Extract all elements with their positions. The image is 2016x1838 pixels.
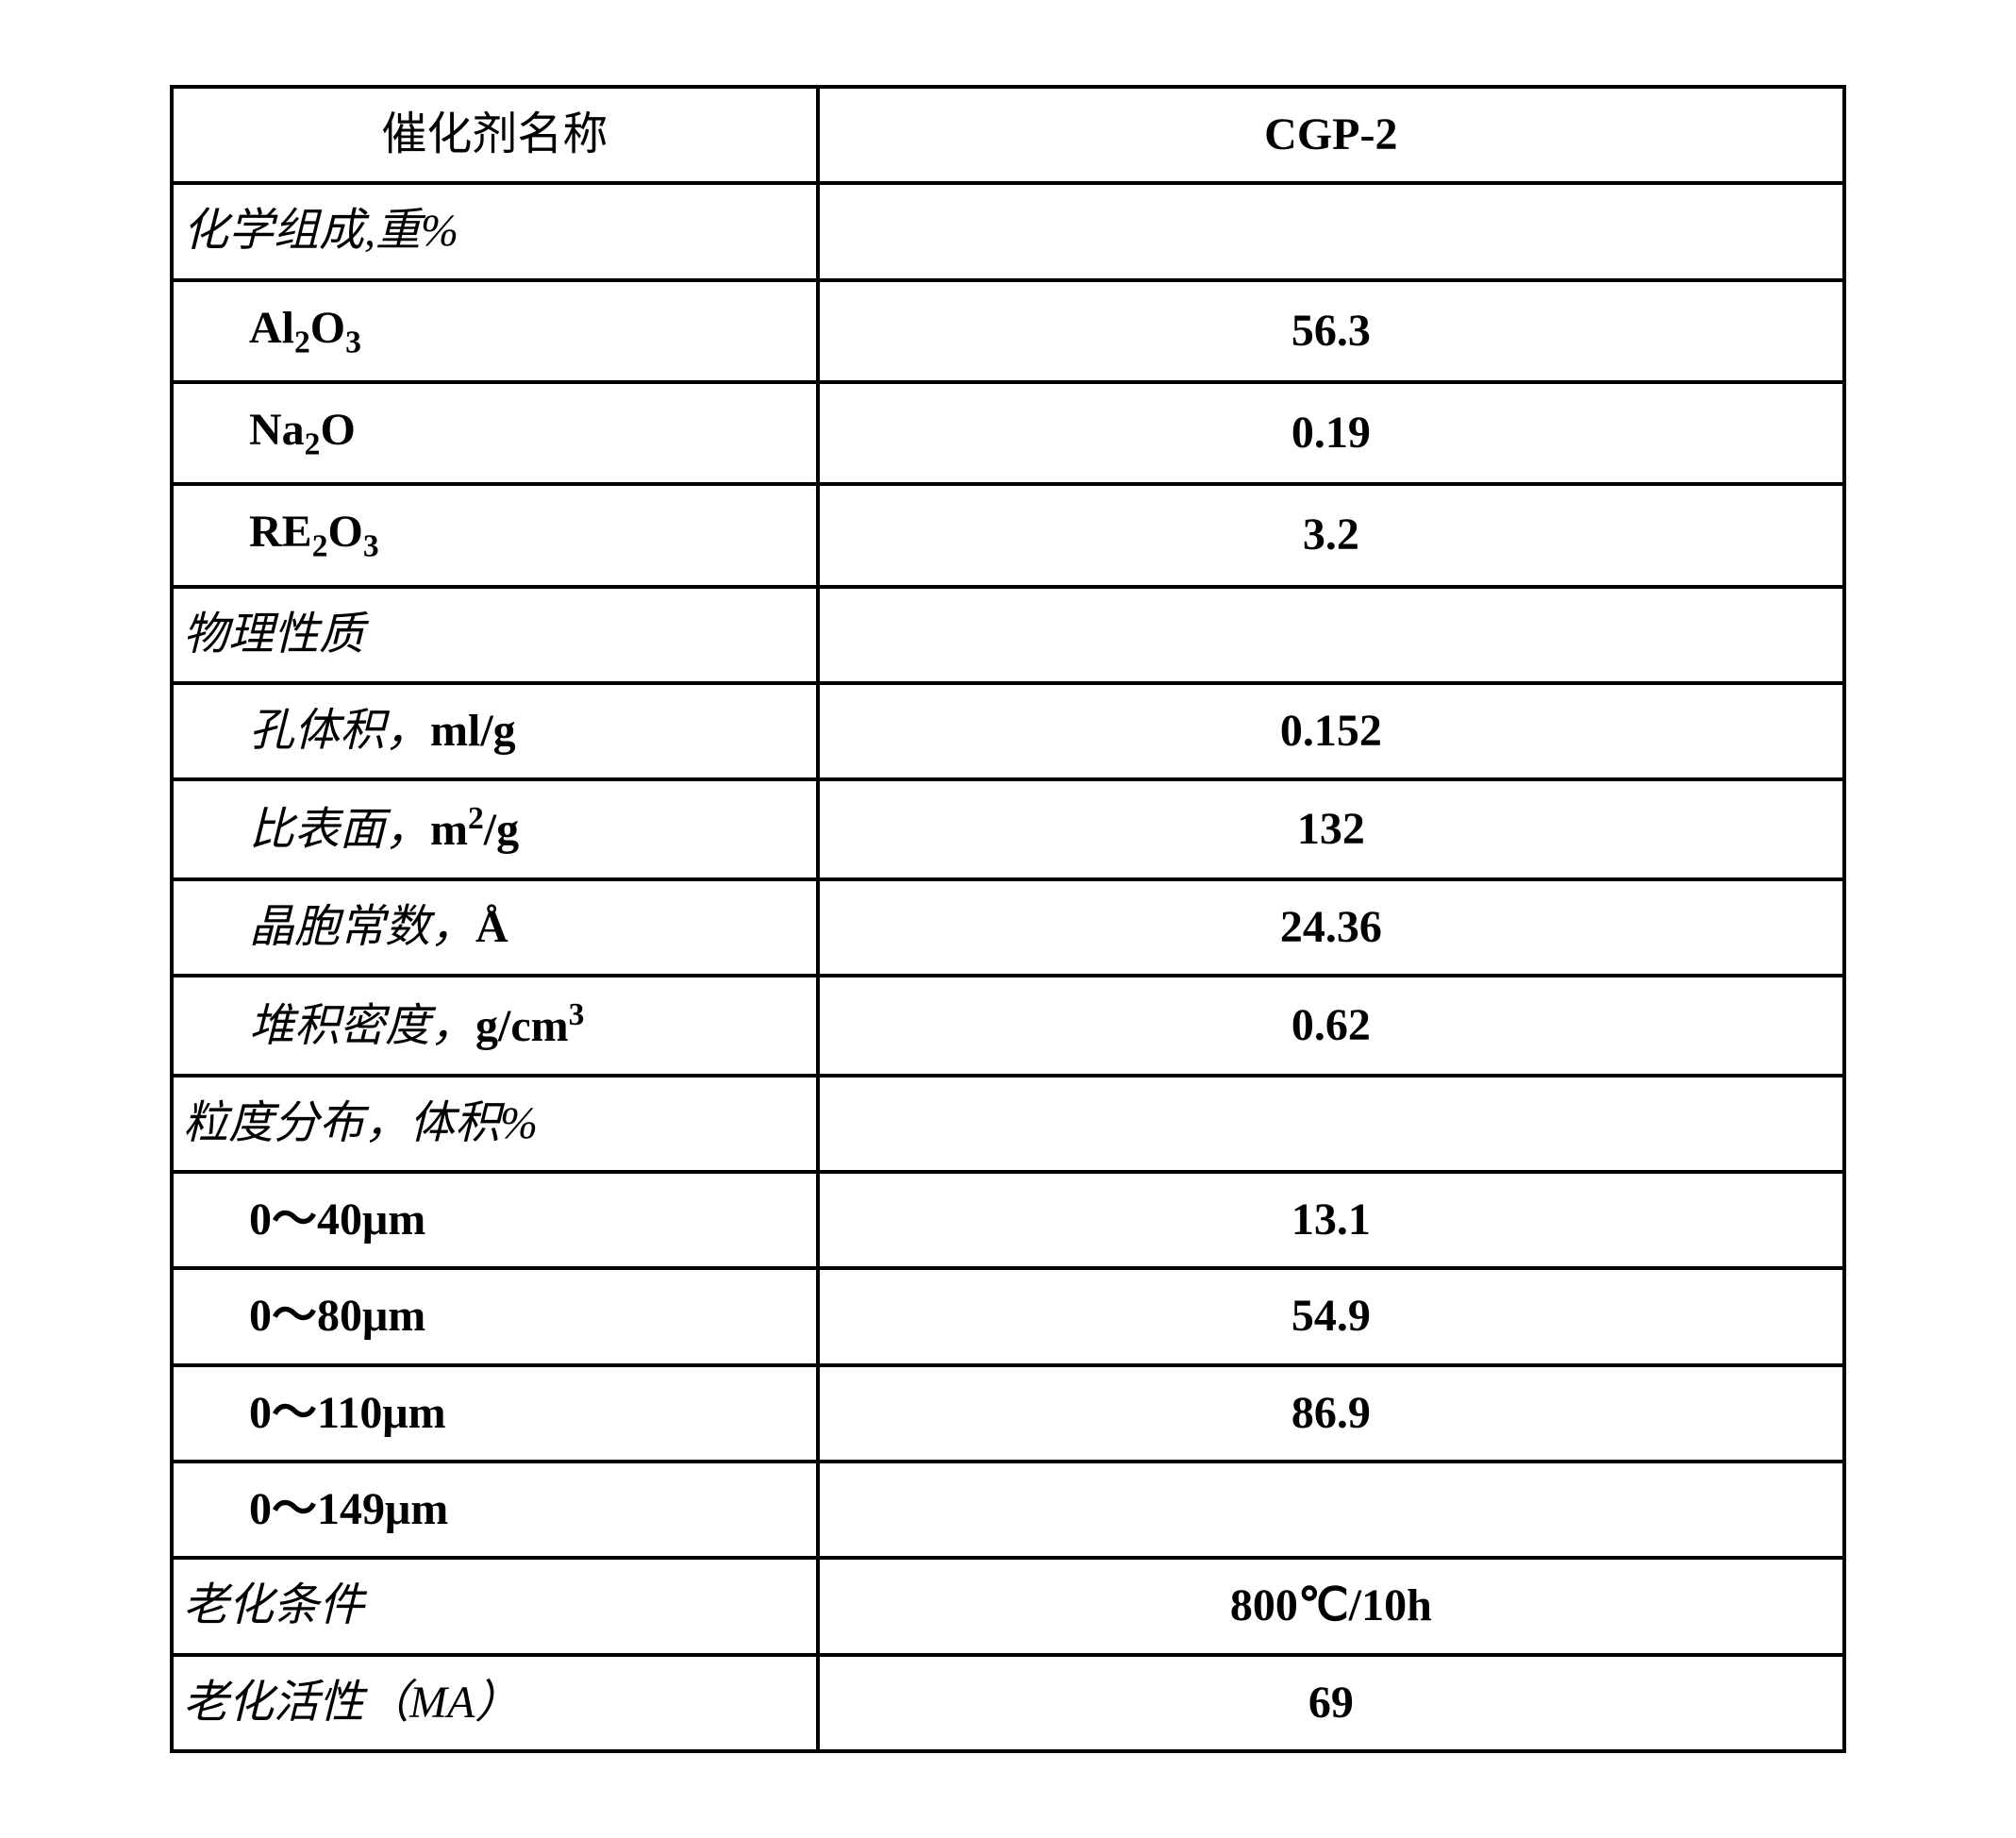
- table-row: 粒度分布，体积%: [172, 1076, 1844, 1172]
- row-value: 132: [818, 779, 1844, 878]
- row-value: [818, 587, 1844, 683]
- table-row: 堆积密度，g/cm30.62: [172, 976, 1844, 1075]
- table-row: 0～149μm: [172, 1462, 1844, 1558]
- row-value: 56.3: [818, 280, 1844, 382]
- table-row: 化学组成,重%: [172, 183, 1844, 279]
- table-row: 老化活性（MA）69: [172, 1655, 1844, 1751]
- row-label: 老化条件: [172, 1558, 818, 1654]
- row-label: 粒度分布，体积%: [172, 1076, 818, 1172]
- row-label: RE2O3: [172, 484, 818, 586]
- row-value: 0.152: [818, 683, 1844, 779]
- table-header-row: 催化剂名称 CGP-2: [172, 87, 1844, 183]
- table-row: 比表面，m2/g132: [172, 779, 1844, 878]
- row-value: 0.19: [818, 382, 1844, 484]
- row-label: 老化活性（MA）: [172, 1655, 818, 1751]
- row-value: 69: [818, 1655, 1844, 1751]
- row-value: 800℃/10h: [818, 1558, 1844, 1654]
- table-row: RE2O33.2: [172, 484, 1844, 586]
- row-value: [818, 1076, 1844, 1172]
- row-label: 晶胞常数，Å: [172, 879, 818, 976]
- row-value: 3.2: [818, 484, 1844, 586]
- table-body: 催化剂名称 CGP-2 化学组成,重%Al2O356.3Na2O0.19RE2O…: [172, 87, 1844, 1751]
- row-label: 物理性质: [172, 587, 818, 683]
- row-label: 孔体积，ml/g: [172, 683, 818, 779]
- row-value: 54.9: [818, 1268, 1844, 1364]
- table-row: 0～80μm54.9: [172, 1268, 1844, 1364]
- row-value: [818, 1462, 1844, 1558]
- row-label: 0～40μm: [172, 1172, 818, 1268]
- row-label: 0～80μm: [172, 1268, 818, 1364]
- row-label: 堆积密度，g/cm3: [172, 976, 818, 1075]
- row-value: [818, 183, 1844, 279]
- table-row: 孔体积，ml/g0.152: [172, 683, 1844, 779]
- table-row: Na2O0.19: [172, 382, 1844, 484]
- table-row: 晶胞常数，Å24.36: [172, 879, 1844, 976]
- row-value: 86.9: [818, 1365, 1844, 1462]
- header-cell-name: 催化剂名称: [172, 87, 818, 183]
- row-value: 24.36: [818, 879, 1844, 976]
- row-value: 0.62: [818, 976, 1844, 1075]
- row-label: 比表面，m2/g: [172, 779, 818, 878]
- table-row: 物理性质: [172, 587, 1844, 683]
- row-label: 0～110μm: [172, 1365, 818, 1462]
- table-row: 0～110μm86.9: [172, 1365, 1844, 1462]
- header-cell-value: CGP-2: [818, 87, 1844, 183]
- row-label: 化学组成,重%: [172, 183, 818, 279]
- table-row: 老化条件800℃/10h: [172, 1558, 1844, 1654]
- catalyst-properties-table: 催化剂名称 CGP-2 化学组成,重%Al2O356.3Na2O0.19RE2O…: [170, 85, 1846, 1753]
- row-label: Na2O: [172, 382, 818, 484]
- row-label: Al2O3: [172, 280, 818, 382]
- row-value: 13.1: [818, 1172, 1844, 1268]
- table-row: 0～40μm13.1: [172, 1172, 1844, 1268]
- row-label: 0～149μm: [172, 1462, 818, 1558]
- table-row: Al2O356.3: [172, 280, 1844, 382]
